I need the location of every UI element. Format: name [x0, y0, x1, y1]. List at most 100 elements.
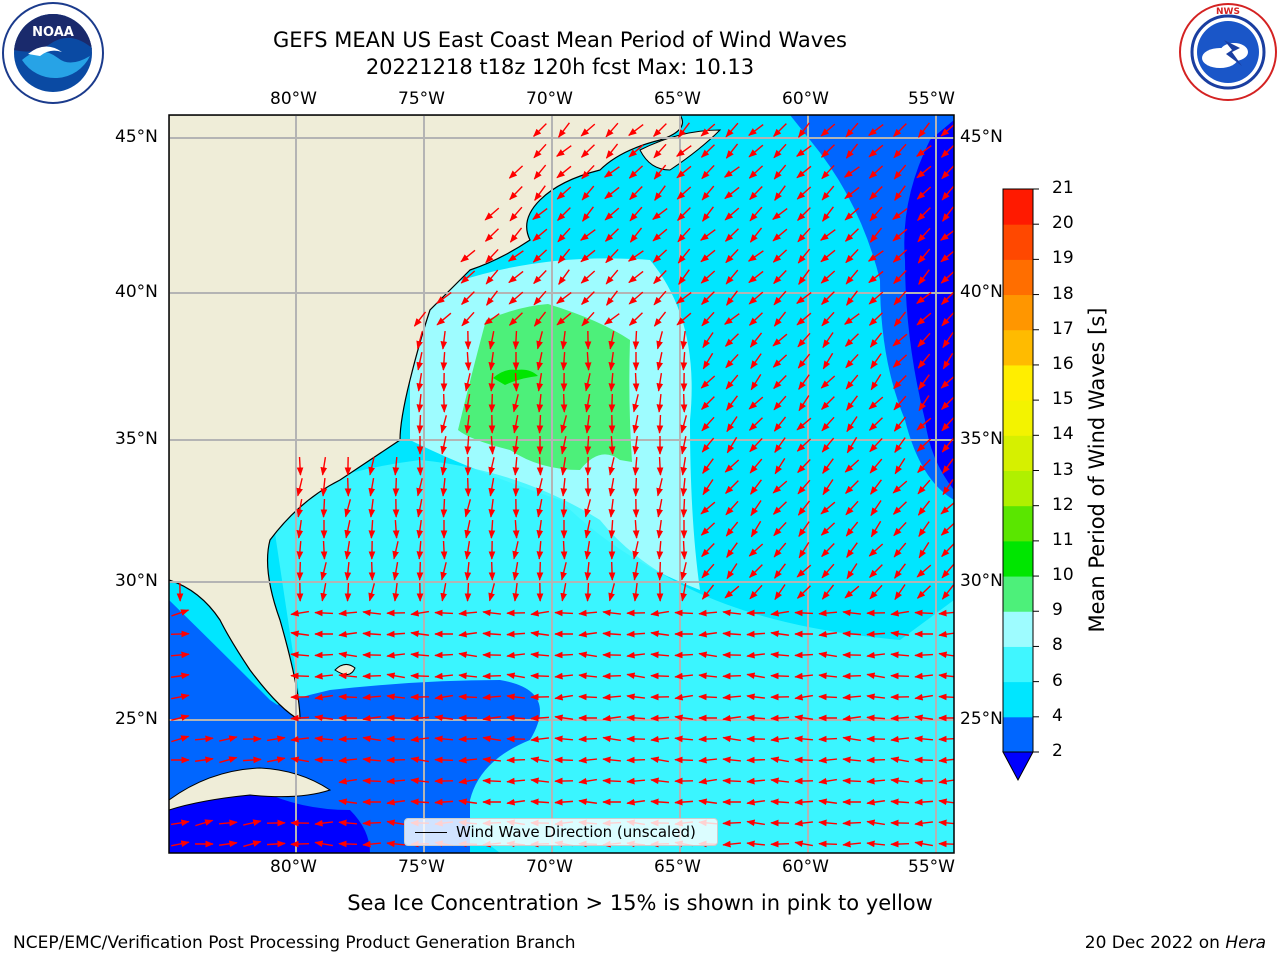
- wave-direction-arrow: [440, 540, 448, 560]
- wave-direction-arrow: [796, 417, 812, 431]
- footer-date: 20 Dec 2022 on Hera: [1085, 933, 1266, 953]
- wave-direction-arrow: [797, 227, 811, 243]
- wave-direction-arrow: [338, 777, 357, 785]
- wave-direction-arrow: [416, 499, 424, 518]
- wave-direction-arrow: [533, 311, 547, 327]
- wave-direction-arrow: [916, 145, 932, 157]
- wave-direction-arrow: [722, 735, 741, 743]
- wave-direction-arrow: [916, 585, 931, 599]
- wave-direction-arrow: [578, 609, 598, 617]
- wave-direction-arrow: [464, 477, 472, 497]
- wave-direction-arrow: [171, 714, 190, 721]
- wave-direction-arrow: [750, 479, 762, 495]
- wave-direction-arrow: [580, 123, 596, 137]
- wave-direction-arrow: [674, 714, 694, 722]
- wave-direction-arrow: [700, 522, 716, 536]
- wave-direction-arrow: [818, 777, 837, 785]
- wave-direction-arrow: [482, 756, 502, 764]
- wave-direction-arrow: [680, 351, 688, 371]
- wave-direction-arrow: [464, 541, 472, 560]
- wave-direction-arrow: [870, 479, 882, 495]
- wave-direction-arrow: [918, 541, 930, 559]
- wave-direction-arrow: [584, 435, 592, 455]
- wave-direction-arrow: [917, 207, 931, 221]
- wave-direction-arrow: [698, 798, 718, 806]
- map-legend: Wind Wave Direction (unscaled): [404, 818, 718, 846]
- wave-direction-arrow: [416, 393, 424, 413]
- wave-direction-arrow: [746, 651, 766, 659]
- wave-direction-arrow: [890, 735, 910, 743]
- wave-direction-arrow: [725, 500, 739, 516]
- wave-direction-arrow: [868, 417, 883, 431]
- lon-tick-bottom-75w: 75°W: [398, 857, 445, 877]
- wave-direction-arrow: [530, 756, 549, 764]
- wave-direction-arrow: [656, 352, 663, 371]
- wave-direction-arrow: [560, 436, 567, 455]
- wave-direction-arrow: [890, 630, 910, 638]
- wave-direction-arrow: [845, 480, 859, 494]
- wave-direction-arrow: [171, 819, 190, 827]
- wave-direction-arrow: [700, 123, 716, 137]
- wave-direction-arrow: [842, 693, 862, 701]
- wave-direction-arrow: [846, 542, 858, 558]
- wave-direction-arrow: [914, 651, 934, 659]
- lat-tick-right-30n: 30°N: [960, 571, 1003, 591]
- wave-direction-arrow: [676, 145, 692, 157]
- wave-direction-arrow: [796, 145, 812, 157]
- wave-direction-arrow: [870, 520, 882, 538]
- wave-direction-arrow: [798, 541, 810, 559]
- wave-direction-arrow: [890, 672, 910, 680]
- wave-direction-arrow: [267, 735, 286, 743]
- wave-direction-arrow: [844, 585, 860, 599]
- wave-direction-arrow: [893, 395, 907, 411]
- wave-direction-arrow: [653, 311, 667, 327]
- wave-direction-arrow: [314, 840, 333, 848]
- wave-direction-arrow: [770, 672, 790, 680]
- wave-direction-arrow: [822, 206, 834, 222]
- wave-direction-arrow: [557, 248, 571, 264]
- wave-direction-arrow: [770, 735, 790, 743]
- colorbar-tick-label: 6: [1052, 670, 1063, 691]
- wave-direction-arrow: [536, 331, 544, 350]
- wave-direction-arrow: [581, 311, 595, 327]
- colorbar-tick-label: 21: [1052, 178, 1074, 198]
- lon-tick-top-70w: 70°W: [526, 89, 573, 109]
- wave-direction-arrow: [676, 312, 692, 326]
- wave-direction-arrow: [386, 651, 406, 659]
- wave-direction-arrow: [338, 735, 358, 743]
- wave-direction-arrow: [797, 479, 811, 495]
- wave-direction-arrow: [608, 519, 616, 539]
- wave-direction-arrow: [773, 395, 787, 411]
- noaa-logo-text: NOAA: [32, 25, 74, 40]
- wave-direction-arrow: [916, 438, 932, 452]
- wave-direction-arrow: [650, 777, 670, 785]
- wave-direction-arrow: [750, 353, 762, 370]
- wave-direction-arrow: [440, 393, 448, 413]
- wave-direction-arrow: [725, 248, 739, 264]
- wave-direction-arrow: [556, 165, 572, 179]
- wave-direction-arrow: [821, 311, 835, 327]
- wave-direction-arrow: [748, 291, 764, 305]
- wave-direction-arrow: [608, 478, 616, 497]
- land-north-america: [169, 115, 684, 721]
- wave-direction-arrow: [869, 186, 883, 201]
- wave-direction-arrow: [746, 693, 766, 701]
- wave-direction-arrow: [506, 798, 526, 806]
- wave-direction-arrow: [605, 143, 619, 159]
- wave-direction-arrow: [698, 693, 718, 701]
- wave-direction-arrow: [219, 756, 238, 764]
- wave-direction-arrow: [746, 840, 766, 848]
- wave-direction-arrow: [797, 207, 811, 221]
- wave-direction-arrow: [701, 185, 715, 201]
- colorbar-tick-label: 13: [1052, 459, 1074, 480]
- wave-direction-arrow: [554, 798, 574, 806]
- wave-direction-arrow: [170, 630, 190, 638]
- wave-direction-arrow: [626, 672, 645, 680]
- wave-direction-arrow: [890, 651, 910, 659]
- wave-direction-arrow: [628, 124, 644, 136]
- wave-direction-arrow: [794, 735, 814, 743]
- wave-direction-arrow: [700, 375, 716, 389]
- wave-direction-arrow: [890, 777, 910, 785]
- wave-direction-arrow: [869, 437, 883, 453]
- wave-direction-arrow: [530, 777, 550, 785]
